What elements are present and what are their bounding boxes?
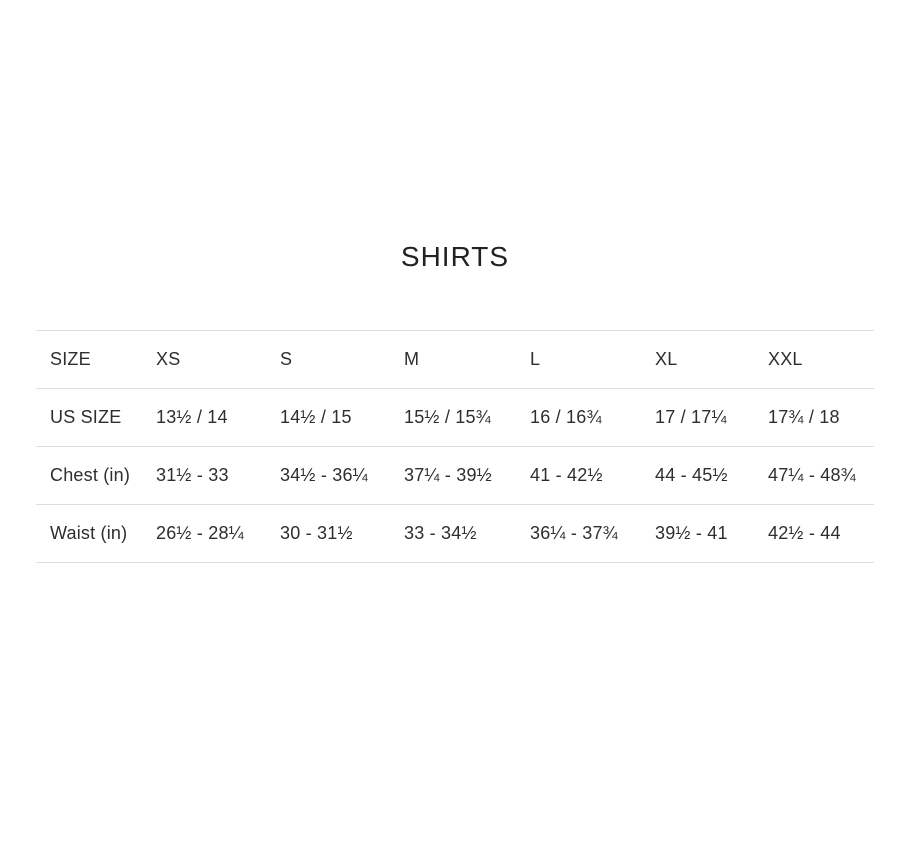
size-value-cell: 44 - 45½ <box>645 446 758 505</box>
row-label-waist-in: Waist (in) <box>36 504 146 563</box>
size-value-cell: 17¾ / 18 <box>758 388 874 447</box>
size-value-cell: 37¼ - 39½ <box>394 446 520 505</box>
table-row-waist-in: Waist (in) 26½ - 28¼ 30 - 31½ 33 - 34½ 36¼ -… <box>36 504 874 563</box>
size-table-body: SIZE XS S M L XL XXL US SIZE 13½ / 14 14½ / 15 15½… <box>36 330 874 563</box>
page-title: SHIRTS <box>400 241 510 272</box>
size-value-cell: 30 - 31½ <box>270 504 394 563</box>
size-value-cell: 15½ / 15¾ <box>394 388 520 447</box>
size-value-cell: 34½ - 36¼ <box>270 446 394 505</box>
column-header-xl: XL <box>645 330 758 389</box>
size-value-cell: 17 / 17¼ <box>645 388 758 447</box>
column-header-l: L <box>520 330 645 389</box>
size-value-cell: 47¼ - 48¾ <box>758 446 874 505</box>
table-row-chest-in: Chest (in) 31½ - 33 34½ - 36¼ 37¼ - 39½ 41 -… <box>36 446 874 505</box>
size-value-cell: 26½ - 28¼ <box>146 504 270 563</box>
table-row-us-size: US SIZE 13½ / 14 14½ / 15 15½ / 15¾ 16 / 16¾… <box>36 388 874 447</box>
column-header-xxl: XXL <box>758 330 874 389</box>
size-value-cell: 31½ - 33 <box>146 446 270 505</box>
header-row: SIZE XS S M L XL XXL <box>36 330 874 389</box>
column-header-s: S <box>270 330 394 389</box>
size-value-cell: 36¼ - 37¾ <box>520 504 645 563</box>
size-value-cell: 39½ - 41 <box>645 504 758 563</box>
size-value-cell: 13½ / 14 <box>146 388 270 447</box>
column-header-m: M <box>394 330 520 389</box>
row-label-chest-in: Chest (in) <box>36 446 146 505</box>
shirts-size-table: SIZE XS S M L XL XXL US SIZE 13½ / 14 14½ / 15 15½… <box>36 330 874 563</box>
size-value-cell: 41 - 42½ <box>520 446 645 505</box>
size-value-cell: 33 - 34½ <box>394 504 520 563</box>
row-label-us-size: US SIZE <box>36 388 146 447</box>
size-value-cell: 16 / 16¾ <box>520 388 645 447</box>
size-value-cell: 42½ - 44 <box>758 504 874 563</box>
row-label-size: SIZE <box>36 330 146 389</box>
size-value-cell: 14½ / 15 <box>270 388 394 447</box>
column-header-xs: XS <box>146 330 270 389</box>
